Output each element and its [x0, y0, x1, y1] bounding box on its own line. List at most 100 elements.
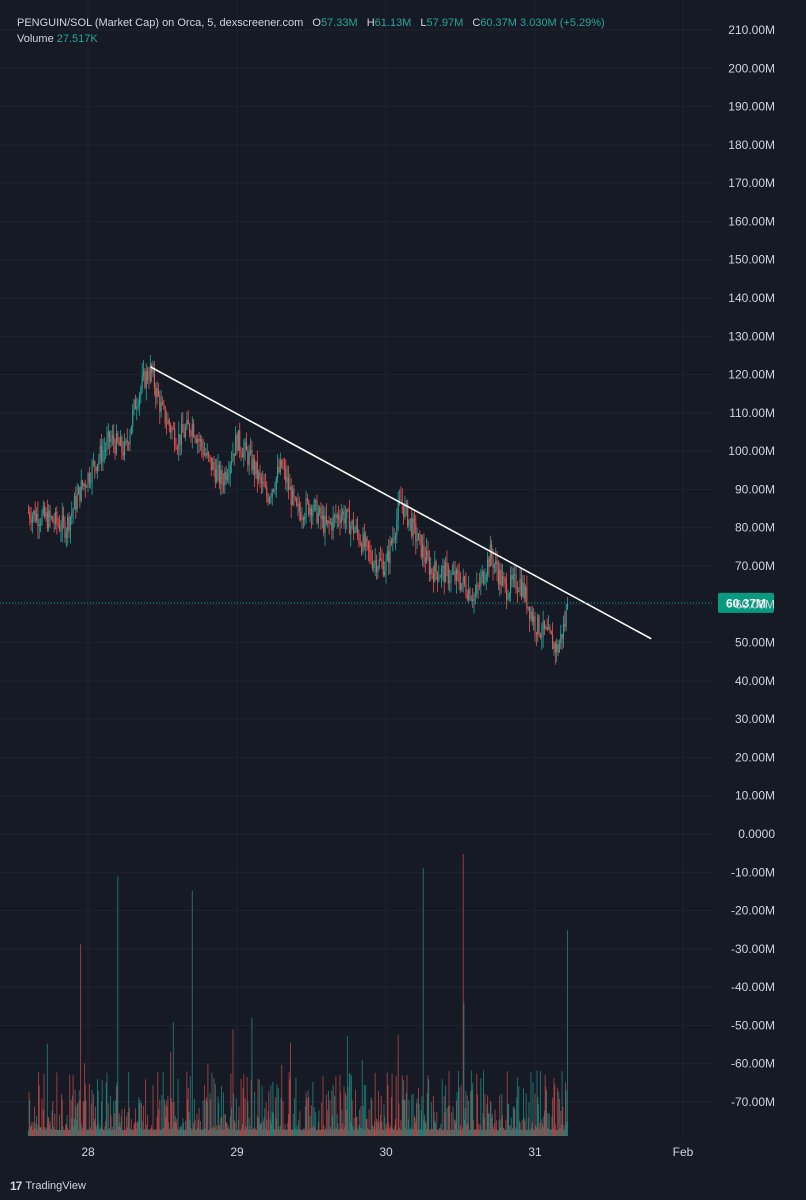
candle-body	[336, 515, 338, 518]
volume-bar	[147, 1115, 149, 1136]
volume-bar	[50, 1128, 52, 1136]
volume-bar	[193, 1099, 195, 1136]
candle-body	[435, 561, 437, 573]
volume-bar	[202, 1100, 204, 1136]
candle-body	[436, 572, 439, 581]
legend-volume-value: 27.517K	[56, 33, 98, 45]
candle-body	[428, 557, 430, 575]
volume-bar	[108, 1128, 110, 1136]
candle-body	[191, 423, 193, 436]
volume-bar	[365, 1085, 367, 1136]
volume-bar	[187, 1099, 189, 1136]
volume-bar	[411, 1094, 413, 1136]
volume-bar	[422, 1129, 424, 1136]
volume-bar	[54, 1129, 56, 1136]
volume-bar	[361, 1127, 363, 1136]
candle-body	[408, 519, 410, 527]
candle-body	[537, 615, 539, 635]
candle-body	[136, 407, 138, 410]
volume-bar	[297, 1129, 299, 1136]
volume-bar	[104, 1126, 106, 1136]
volume-bar	[63, 1129, 65, 1136]
volume-bar	[258, 1117, 260, 1136]
volume-bar	[355, 1116, 357, 1136]
volume-bar	[290, 1129, 292, 1136]
volume-bar	[363, 1105, 365, 1136]
volume-bar	[439, 1127, 441, 1136]
volume-bar	[535, 1127, 537, 1136]
candle-body	[229, 464, 231, 475]
candle-body	[187, 419, 189, 425]
volume-bar	[464, 1119, 466, 1136]
candle-body	[262, 481, 264, 484]
volume-bar	[30, 1125, 32, 1136]
candle-body	[305, 498, 307, 517]
volume-bar	[208, 1129, 210, 1136]
volume-bar	[122, 1129, 124, 1136]
volume-bar	[338, 1129, 340, 1136]
trendline[interactable]	[150, 366, 652, 640]
volume-bar	[273, 1128, 275, 1136]
volume-bar	[390, 1096, 392, 1136]
volume-bar	[146, 1129, 148, 1136]
candle-body	[213, 461, 215, 470]
volume-bar	[61, 1099, 63, 1136]
volume-bar	[442, 1129, 444, 1136]
candle-body	[510, 575, 512, 594]
volume-bar	[514, 1129, 516, 1136]
candle-body	[392, 538, 394, 544]
volume-bar	[112, 1129, 114, 1136]
volume-bar	[462, 1127, 464, 1136]
volume-bar	[352, 1129, 354, 1136]
volume-bar	[47, 1117, 49, 1136]
candle-body	[296, 498, 298, 506]
volume-bar	[447, 1106, 449, 1136]
volume-bar	[319, 1129, 321, 1136]
candle-body	[466, 594, 468, 600]
last-price-tag[interactable]	[718, 592, 774, 613]
volume-bar	[538, 1128, 540, 1136]
candle-body	[203, 453, 206, 456]
tradingview-footer[interactable]: 17 TradingView	[10, 1176, 86, 1196]
volume-bar	[558, 1091, 560, 1136]
volume-bar	[539, 1071, 541, 1136]
volume-bar	[269, 1129, 271, 1136]
volume-bar	[488, 1113, 490, 1136]
volume-bar	[345, 1095, 347, 1136]
volume-bar	[323, 1125, 325, 1136]
legend-high-label: H	[366, 17, 375, 29]
volume-bar	[384, 1116, 386, 1136]
volume-bar	[150, 1128, 152, 1136]
y-tick-label: 80.00M	[735, 521, 775, 535]
candle-body	[524, 587, 527, 599]
candle-body	[434, 561, 436, 582]
volume-bar	[549, 1129, 551, 1136]
y-axis[interactable]: 210.00M 200.00M 190.00M 180.00M 170.00M 160.0…	[728, 23, 775, 1109]
volume-bar	[337, 1123, 339, 1136]
volume-bar	[197, 1127, 199, 1136]
volume-bar	[462, 854, 464, 1136]
volume-bar	[451, 1112, 453, 1136]
volume-bar	[317, 1129, 319, 1136]
volume-bar	[343, 1086, 345, 1136]
volume-bar	[280, 1098, 282, 1136]
volume-bar	[321, 1129, 323, 1136]
candle-body	[420, 534, 422, 557]
volume-bar	[533, 1129, 535, 1136]
candle-body	[363, 533, 365, 547]
volume-bar	[147, 1129, 149, 1136]
candle-body	[557, 644, 559, 653]
x-axis[interactable]: 28 29 30 31 Feb	[81, 1145, 693, 1159]
candle-body	[103, 450, 105, 452]
volume-bar	[428, 1079, 430, 1136]
volume-bar	[94, 1106, 96, 1136]
volume-bar	[48, 1117, 50, 1136]
legend-symbol[interactable]: PENGUIN/SOL (Market Cap) on Orca, 5, dex…	[17, 17, 304, 29]
volume-bar	[88, 1129, 90, 1136]
volume-bar	[445, 1129, 447, 1136]
candle-body	[151, 364, 153, 373]
volume-bar	[219, 1129, 221, 1136]
volume-bar	[260, 1123, 262, 1136]
candle-body	[285, 468, 287, 483]
